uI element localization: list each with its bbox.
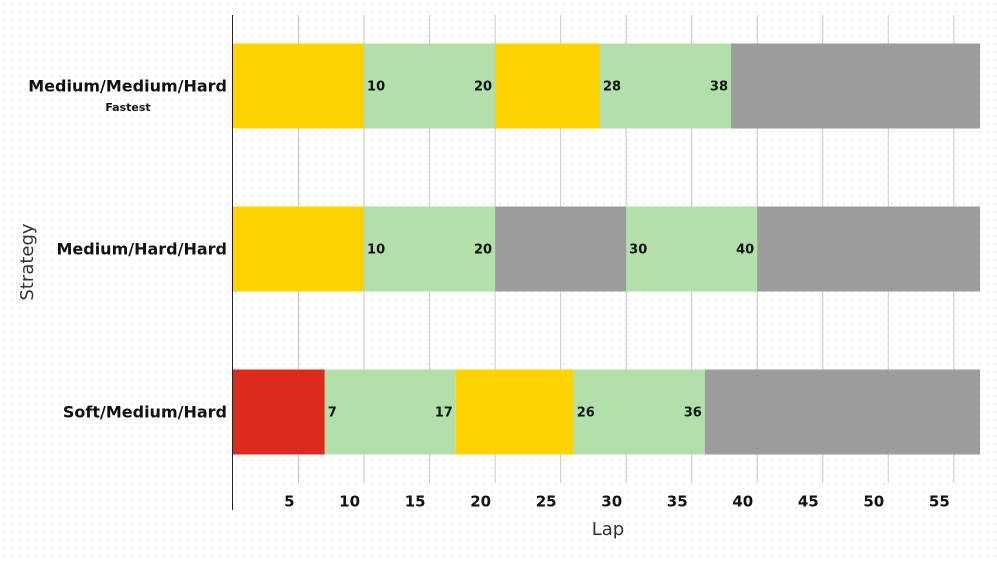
segment	[495, 206, 627, 292]
segment-end-label: 20	[474, 243, 492, 258]
x-tick-label: 15	[405, 493, 426, 511]
x-tick-label: 45	[798, 493, 819, 511]
segment	[233, 369, 325, 455]
segment	[626, 206, 758, 292]
segment	[731, 43, 980, 129]
x-tick-label: 40	[732, 493, 753, 511]
x-axis-label: Lap	[592, 519, 624, 540]
x-tick-label: 50	[863, 493, 884, 511]
y-axis-label: Strategy	[17, 223, 38, 300]
segment-start-label: 10	[367, 80, 385, 95]
segment	[364, 43, 496, 129]
segment	[495, 43, 600, 129]
x-tick-label: 25	[536, 493, 557, 511]
category-label: Medium/Medium/Hard	[28, 77, 227, 96]
segment	[757, 206, 980, 292]
segment	[704, 369, 980, 455]
x-tick-label: 10	[339, 493, 360, 511]
x-tick-label: 30	[601, 493, 622, 511]
segment-end-label: 38	[710, 80, 728, 95]
segment-start-label: 28	[603, 80, 621, 95]
category-label: Soft/Medium/Hard	[63, 403, 227, 422]
segment-end-label: 36	[684, 406, 702, 421]
segment-start-label: 26	[577, 406, 595, 421]
x-tick-label: 20	[470, 493, 491, 511]
segment	[455, 369, 574, 455]
segment-end-label: 20	[474, 80, 492, 95]
segment	[233, 43, 365, 129]
segment	[599, 43, 731, 129]
segment-start-label: 7	[328, 406, 337, 421]
x-tick-label: 5	[284, 493, 294, 511]
segment-start-label: 10	[367, 243, 385, 258]
segment	[364, 206, 496, 292]
x-tick-label: 35	[667, 493, 688, 511]
category-label: Medium/Hard/Hard	[56, 240, 227, 259]
segment	[324, 369, 456, 455]
x-tick-label: 55	[929, 493, 950, 511]
segment	[233, 206, 365, 292]
category-note: Fastest	[105, 101, 150, 114]
segment-end-label: 40	[736, 243, 754, 258]
segment-start-label: 30	[629, 243, 647, 258]
segment	[573, 369, 705, 455]
segment-end-label: 17	[435, 406, 453, 421]
